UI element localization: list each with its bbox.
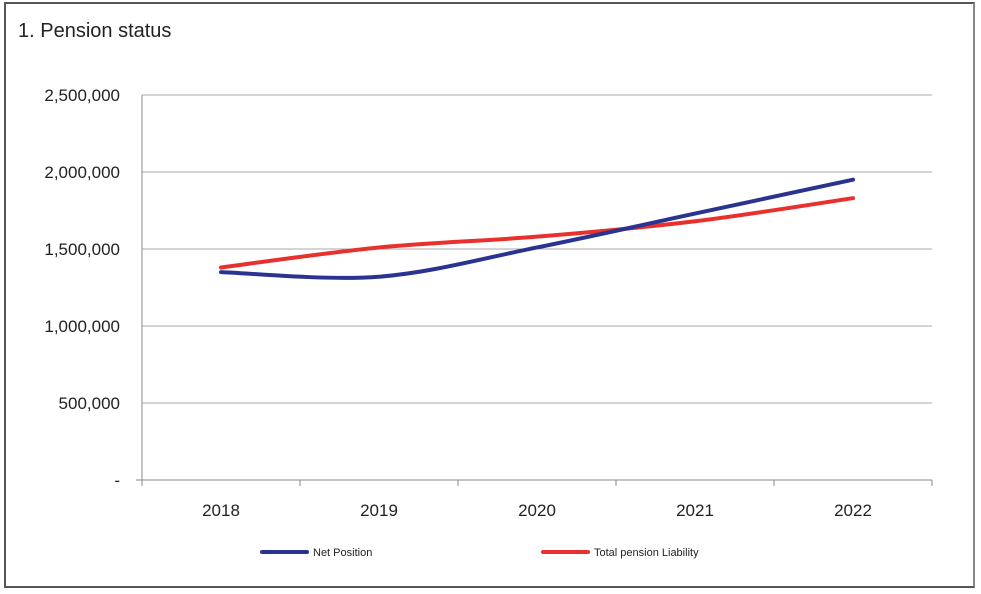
axes	[136, 95, 933, 486]
legend: Net Position Total pension Liability	[260, 547, 699, 559]
series-lines	[219, 177, 855, 280]
y-tick-label: 2,000,000	[44, 163, 120, 182]
x-tick-label: 2019	[360, 501, 398, 520]
y-tick-label: -	[114, 471, 120, 490]
legend-label: Net Position	[313, 547, 372, 559]
y-tick-label: 1,000,000	[44, 317, 120, 336]
y-tick-label: 1,500,000	[44, 240, 120, 259]
y-tick-label: 2,500,000	[44, 86, 120, 105]
x-tick-label: 2020	[518, 501, 556, 520]
x-tick-label: 2021	[676, 501, 714, 520]
x-tick-labels: 2018 2019 2020 2021 2022	[202, 501, 872, 520]
y-tick-label: 500,000	[59, 394, 120, 413]
y-tick-labels: - 500,000 1,000,000 1,500,000 2,000,000 2,500…	[44, 86, 120, 490]
x-tick-label: 2018	[202, 501, 240, 520]
x-tick-label: 2022	[834, 501, 872, 520]
series-line-total-pension-liability	[219, 196, 855, 270]
legend-label: Total pension Liability	[594, 547, 699, 559]
series-line-net-position	[219, 177, 855, 280]
chart-frame	[4, 2, 975, 588]
chart-title: 1. Pension status	[18, 20, 172, 42]
